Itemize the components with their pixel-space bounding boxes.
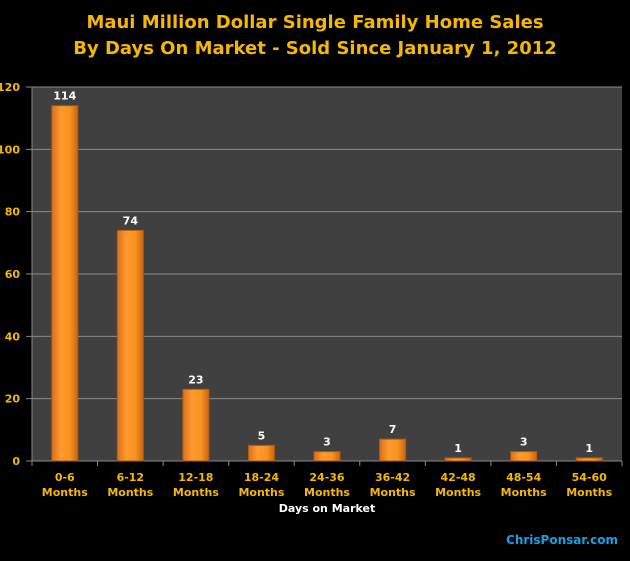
chart-title-line-1: Maui Million Dollar Single Family Home S… [86, 12, 544, 33]
y-tick-label: 100 [0, 143, 20, 156]
data-label: 3 [520, 436, 528, 449]
x-tick-label: Months [42, 486, 88, 499]
y-tick-label: 120 [0, 81, 20, 94]
credit-text: ChrisPonsar.com [506, 533, 618, 547]
bar [379, 438, 407, 462]
x-tick-label: Months [304, 486, 350, 499]
x-tick-label: Months [173, 486, 219, 499]
bar [510, 451, 538, 462]
x-tick-label: 12-18 [178, 471, 213, 484]
bar [444, 457, 472, 462]
bar [116, 229, 144, 462]
bar [313, 451, 341, 462]
x-tick-label: Months [501, 486, 547, 499]
x-tick-label: 18-24 [244, 471, 280, 484]
x-tick-label: 0-6 [55, 471, 75, 484]
y-tick-label: 40 [5, 330, 21, 343]
x-tick-label: 54-60 [572, 471, 608, 484]
x-tick-label: 42-48 [441, 471, 476, 484]
data-label: 1 [454, 442, 462, 455]
chart-title-line-2: By Days On Market - Sold Since January 1… [73, 38, 557, 59]
y-tick-label: 80 [5, 206, 21, 219]
x-tick-label: 48-54 [506, 471, 542, 484]
data-label: 23 [188, 373, 203, 386]
x-tick-label: Months [370, 486, 416, 499]
y-tick-label: 60 [5, 268, 21, 281]
data-label: 7 [389, 423, 397, 436]
x-tick-label: Months [435, 486, 481, 499]
bar [51, 105, 79, 462]
x-tick-label: 6-12 [117, 471, 145, 484]
y-tick-label: 20 [5, 393, 21, 406]
bar [247, 444, 275, 462]
data-label: 3 [323, 436, 331, 449]
x-tick-label: 36-42 [375, 471, 410, 484]
y-tick-label: 0 [12, 455, 20, 468]
x-tick-label: Months [238, 486, 284, 499]
bar [575, 457, 603, 462]
x-axis-title: Days on Market [279, 502, 376, 515]
x-tick-label: Months [566, 486, 612, 499]
x-tick-label: Months [107, 486, 153, 499]
bar [182, 388, 210, 462]
data-label: 5 [258, 429, 266, 442]
x-tick-label: 24-36 [309, 471, 345, 484]
data-label: 1 [585, 442, 593, 455]
data-label: 74 [123, 214, 139, 227]
data-label: 114 [53, 90, 76, 103]
